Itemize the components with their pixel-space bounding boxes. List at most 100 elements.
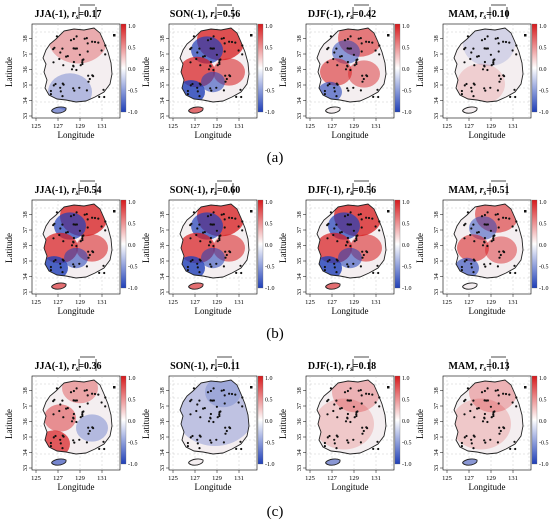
station-dot xyxy=(485,223,488,226)
station-dot xyxy=(378,53,381,56)
map-panel: DJF(-1), rs=0.56 125 127 129 131 33 34 35 36 37 38… xyxy=(278,180,412,316)
station-dot xyxy=(514,95,517,99)
y-axis-label: Latitude xyxy=(278,409,288,439)
station-dot xyxy=(356,58,359,61)
colorbar xyxy=(531,199,538,289)
station-dot xyxy=(483,47,486,50)
station-dot xyxy=(91,216,94,219)
station-dot xyxy=(83,213,86,216)
station-dot xyxy=(191,258,194,262)
x-tick-label: 131 xyxy=(508,299,518,306)
x-tick-label: 125 xyxy=(442,123,452,130)
station-dot xyxy=(209,213,212,217)
y-tick-label: 38 xyxy=(296,387,303,394)
equals-sign: = xyxy=(486,185,492,196)
station-dot xyxy=(498,432,501,435)
y-tick-label: 37 xyxy=(22,50,29,57)
station-dot xyxy=(327,222,330,225)
station-dot xyxy=(222,37,225,40)
station-dot xyxy=(87,432,90,435)
station-dot xyxy=(344,420,348,423)
x-tick-label: 129 xyxy=(486,299,496,306)
station-dot xyxy=(66,407,69,410)
equals-sign: = xyxy=(486,361,492,372)
station-dot xyxy=(477,231,480,234)
station-dot xyxy=(333,438,336,441)
station-dot xyxy=(230,392,234,396)
korea-outline xyxy=(179,203,250,279)
station-dot xyxy=(218,62,221,66)
field-blob xyxy=(44,404,76,432)
station-dot xyxy=(72,60,75,64)
station-dot xyxy=(198,434,201,437)
station-dot xyxy=(335,82,338,85)
station-dot xyxy=(372,95,375,98)
station-dot xyxy=(486,244,489,248)
station-dot xyxy=(483,60,486,64)
station-dot xyxy=(357,213,360,216)
station-dot xyxy=(212,47,215,50)
station-dot xyxy=(329,35,332,38)
station-dot xyxy=(493,234,496,237)
station-dot xyxy=(340,407,343,410)
station-dot xyxy=(241,229,244,232)
field-blob xyxy=(348,60,380,88)
station-dot xyxy=(72,399,75,402)
station-dot xyxy=(91,250,94,253)
y-tick-label: 35 xyxy=(296,82,303,89)
station-dot xyxy=(55,35,59,38)
station-dot xyxy=(483,263,486,266)
equals-sign: = xyxy=(353,185,359,196)
station-dot xyxy=(49,445,53,448)
ulleung-island xyxy=(524,34,527,37)
station-dot xyxy=(85,213,88,216)
korea-outline xyxy=(316,379,387,455)
x-tick-label: 127 xyxy=(464,123,475,130)
row-label: (c) xyxy=(267,504,284,520)
station-dot xyxy=(49,265,53,269)
station-dot xyxy=(497,42,500,45)
station-dot xyxy=(219,234,222,237)
station-dot xyxy=(360,394,363,397)
station-dot xyxy=(225,429,228,433)
station-dot xyxy=(61,95,64,98)
station-dot xyxy=(241,44,244,47)
station-dot xyxy=(359,213,362,216)
season-label: SON(-1), xyxy=(170,361,209,372)
y-tick-label: 33 xyxy=(22,465,29,472)
stat-symbol: r xyxy=(72,9,76,20)
y-tick-label: 35 xyxy=(159,258,166,265)
station-dot xyxy=(224,250,227,253)
y-tick-label: 34 xyxy=(433,449,440,456)
station-dot xyxy=(339,407,342,410)
station-dot xyxy=(508,393,511,396)
station-dot xyxy=(347,89,350,92)
y-axis-label: Latitude xyxy=(278,57,288,87)
station-dot xyxy=(335,447,338,450)
y-tick-label: 38 xyxy=(159,211,166,218)
row-label: (a) xyxy=(267,150,284,166)
station-dot xyxy=(472,258,475,261)
station-dot xyxy=(352,405,355,408)
season-label: MAM, xyxy=(449,185,478,196)
station-dot xyxy=(211,223,214,226)
season-label: MAM, xyxy=(449,361,478,372)
station-dot xyxy=(515,53,518,56)
station-dot xyxy=(85,265,88,268)
station-dot xyxy=(61,223,64,226)
map-panel: DJF(-1), rs=0.18 125 127 129 131 33 34 35 36 37 38… xyxy=(278,356,412,492)
station-dot xyxy=(72,439,75,442)
season-label: JJA(-1), xyxy=(34,361,69,372)
station-dot xyxy=(98,447,101,450)
jeju-outline xyxy=(188,106,204,114)
station-dot xyxy=(74,399,77,402)
station-dot xyxy=(103,95,106,99)
station-dot xyxy=(85,37,88,40)
station-dot xyxy=(463,436,466,439)
station-dot xyxy=(323,89,326,93)
station-dot xyxy=(365,216,368,219)
station-dot xyxy=(240,95,243,99)
station-dot xyxy=(328,82,331,86)
y-tick-label: 33 xyxy=(22,113,29,120)
station-dot xyxy=(346,213,349,217)
